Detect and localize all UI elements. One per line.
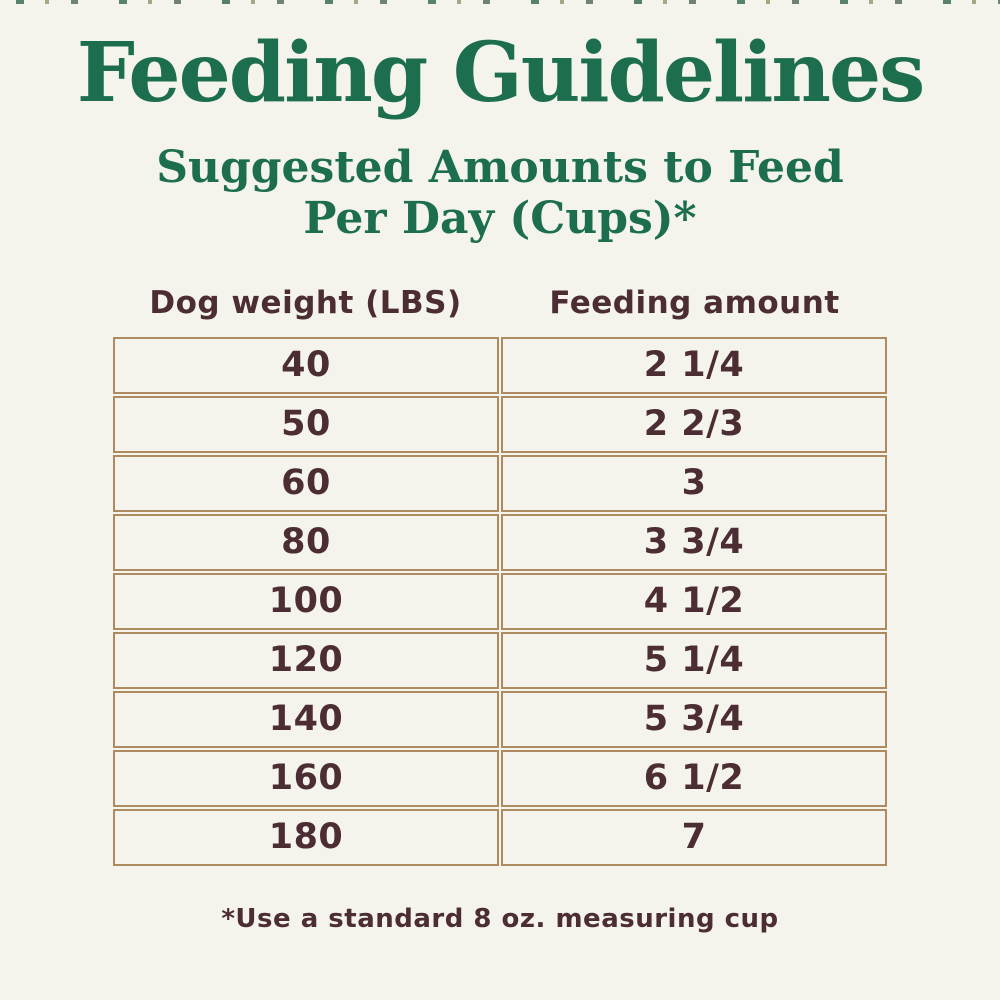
column-header-feeding-amount: Feeding amount [549, 284, 840, 321]
table-column-headers: Dog weight (LBS) Feeding amount [111, 285, 889, 321]
feeding-amount-cell: 5 3/4 [501, 690, 887, 748]
subtitle-line-2: Per Day (Cups)* [303, 193, 697, 245]
feeding-amount-cell: 4 1/2 [501, 572, 887, 630]
feeding-amount-table: 40 2 1/4 50 2 2/3 60 3 80 3 3/4 100 4 1/… [111, 335, 889, 868]
dog-weight-cell: 100 [113, 572, 499, 630]
feeding-amount-cell: 7 [501, 808, 887, 866]
cropped-text-edge [0, 0, 1000, 4]
dog-weight-cell: 140 [113, 690, 499, 748]
dog-weight-cell: 40 [113, 336, 499, 394]
feeding-amount-cell: 5 1/4 [501, 631, 887, 689]
table-row: 180 7 [113, 808, 887, 866]
feeding-amount-cell: 2 1/4 [501, 336, 887, 394]
dog-weight-cell: 80 [113, 513, 499, 571]
table-row: 40 2 1/4 [113, 336, 887, 394]
feeding-amount-cell: 6 1/2 [501, 749, 887, 807]
feeding-amount-cell: 3 3/4 [501, 513, 887, 571]
dog-weight-cell: 180 [113, 808, 499, 866]
table-row: 140 5 3/4 [113, 690, 887, 748]
table-row: 50 2 2/3 [113, 395, 887, 453]
table-row: 60 3 [113, 454, 887, 512]
dog-weight-cell: 120 [113, 631, 499, 689]
dog-weight-cell: 50 [113, 395, 499, 453]
page-title: Feeding Guidelines [76, 25, 926, 121]
column-header-dog-weight: Dog weight (LBS) [149, 284, 462, 321]
measuring-cup-footnote: *Use a standard 8 oz. measuring cup [221, 903, 779, 934]
dog-weight-cell: 60 [113, 454, 499, 512]
feeding-amount-cell: 3 [501, 454, 887, 512]
page-subtitle: Suggested Amounts to Feed Per Day (Cups)… [0, 142, 1000, 245]
feeding-amount-cell: 2 2/3 [501, 395, 887, 453]
table-row: 100 4 1/2 [113, 572, 887, 630]
table-row: 80 3 3/4 [113, 513, 887, 571]
table-row: 160 6 1/2 [113, 749, 887, 807]
subtitle-line-1: Suggested Amounts to Feed [156, 142, 844, 193]
table-row: 120 5 1/4 [113, 631, 887, 689]
dog-weight-cell: 160 [113, 749, 499, 807]
